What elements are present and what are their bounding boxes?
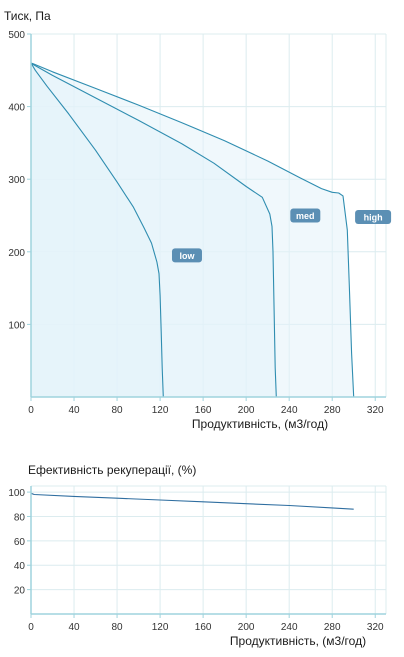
y-tick-label: 100 <box>8 320 25 331</box>
x-tick-label: 200 <box>238 622 255 633</box>
x-tick-label: 120 <box>152 405 169 416</box>
y-tick-label: 500 <box>8 30 25 41</box>
series-badge-med <box>290 208 321 223</box>
x-tick-label: 240 <box>281 622 298 633</box>
pressure-chart-x-label: Продуктивність, (м3/год) <box>192 417 328 431</box>
pressure-chart: Тиск, Па 0 40 80 120 160 200 240 280 320 100 200 30… <box>4 9 392 431</box>
y-tick-label: 300 <box>8 175 25 186</box>
y-tick-label: 80 <box>14 512 26 523</box>
series-line-0 <box>30 492 354 510</box>
pressure-chart-title: Тиск, Па <box>4 9 51 23</box>
x-tick-label: 240 <box>281 405 298 416</box>
efficiency-chart-x-label: Продуктивність, (м3/год) <box>230 634 366 648</box>
series-badge-label-med: med <box>296 211 315 221</box>
series-area-low <box>31 63 164 397</box>
x-tick-label: 80 <box>111 622 123 633</box>
y-tick-label: 200 <box>8 248 25 259</box>
y-tick-label: 20 <box>14 586 26 597</box>
x-tick-label: 320 <box>367 622 384 633</box>
y-tick-label: 40 <box>14 561 26 572</box>
series-line-med <box>30 62 277 398</box>
x-tick-label: 280 <box>324 405 341 416</box>
x-tick-label: 320 <box>367 405 384 416</box>
x-tick-label: 0 <box>28 405 34 416</box>
x-tick-label: 40 <box>68 622 80 633</box>
x-tick-label: 0 <box>28 622 34 633</box>
x-tick-label: 120 <box>152 622 169 633</box>
efficiency-chart: Ефективність рекуперації, (%) 0 40 80 120 16… <box>8 463 387 648</box>
y-tick-label: 60 <box>14 537 26 548</box>
series-line-low <box>30 62 164 398</box>
series-badge-label-low: low <box>179 251 195 261</box>
x-tick-label: 80 <box>111 405 123 416</box>
efficiency-chart-title: Ефективність рекуперації, (%) <box>28 463 196 477</box>
x-tick-label: 160 <box>195 405 212 416</box>
x-tick-label: 280 <box>324 622 341 633</box>
x-tick-label: 200 <box>238 405 255 416</box>
series-badge-high <box>355 209 392 224</box>
series-badge-label-high: high <box>364 212 383 222</box>
y-tick-label: 100 <box>8 488 25 499</box>
series-line-high <box>30 62 355 398</box>
x-tick-label: 160 <box>195 622 212 633</box>
x-tick-label: 40 <box>68 405 80 416</box>
series-badge-low <box>171 248 202 263</box>
y-tick-label: 400 <box>8 103 25 114</box>
